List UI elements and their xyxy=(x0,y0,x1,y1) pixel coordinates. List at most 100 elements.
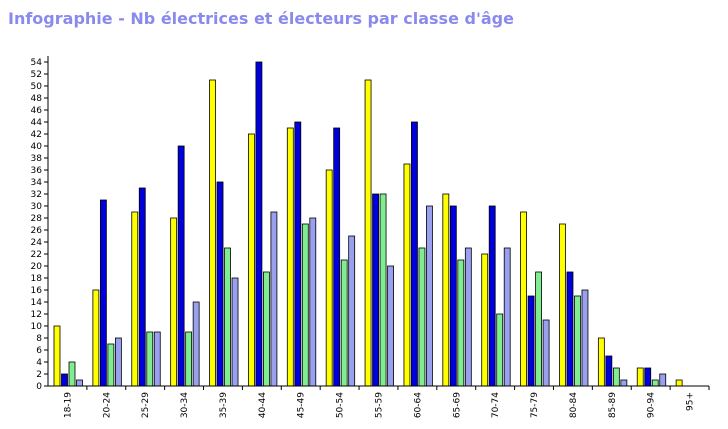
bar-70-74-series-4 xyxy=(503,247,511,387)
bar-85-89-series-2 xyxy=(605,355,613,387)
bar-60-64-series-3 xyxy=(418,247,426,387)
y-tick-label: 36 xyxy=(31,166,43,176)
bar-65-69-series-3 xyxy=(457,259,465,387)
x-tick-label: 75-79 xyxy=(530,392,540,418)
x-tick-label: 85-89 xyxy=(608,392,618,418)
bar-65-69-series-4 xyxy=(464,247,472,387)
bar-55-59-series-1 xyxy=(364,79,372,387)
y-tick-label: 18 xyxy=(31,274,43,284)
bar-80-84-series-1 xyxy=(559,223,566,387)
bar-90-94-series-2 xyxy=(644,367,652,387)
bar-50-54-series-2 xyxy=(333,127,341,387)
x-tick-label: 95+ xyxy=(686,392,696,411)
bar-85-89-series-3 xyxy=(612,367,620,387)
y-tick-label: 6 xyxy=(36,346,42,356)
y-tick-label: 48 xyxy=(31,94,43,104)
x-tick-label: 25-29 xyxy=(141,392,151,418)
bar-80-84-series-3 xyxy=(574,295,581,387)
y-axis: 0246810121416182022242628303234363840424… xyxy=(31,56,49,392)
x-tick-label: 35-39 xyxy=(219,392,229,418)
x-tick-label: 40-44 xyxy=(258,392,268,418)
bar-95+-series-1 xyxy=(675,379,683,387)
y-tick-label: 54 xyxy=(31,58,43,68)
bar-20-24-series-3 xyxy=(107,343,115,387)
x-tick-label: 80-84 xyxy=(569,392,579,418)
bar-70-74-series-3 xyxy=(496,313,504,387)
bar-90-94-series-3 xyxy=(651,379,659,387)
bar-35-39-series-1 xyxy=(209,79,216,387)
x-tick-label: 50-54 xyxy=(336,392,346,418)
bar-60-64-series-2 xyxy=(411,121,418,387)
bar-50-54-series-1 xyxy=(325,169,333,387)
x-tick-label: 90-94 xyxy=(647,392,657,418)
bar-18-19-series-4 xyxy=(76,379,83,387)
bar-40-44-series-1 xyxy=(248,133,255,387)
y-tick-label: 52 xyxy=(31,70,42,80)
bar-20-24-series-4 xyxy=(114,337,122,387)
bar-25-29-series-2 xyxy=(138,187,146,387)
bar-80-84-series-4 xyxy=(581,289,589,387)
y-tick-label: 42 xyxy=(31,130,42,140)
bars-group xyxy=(53,61,683,387)
x-tick-label: 55-59 xyxy=(375,392,385,418)
bar-35-39-series-4 xyxy=(231,277,239,387)
x-tick-label: 18-19 xyxy=(63,392,73,418)
bar-75-79-series-3 xyxy=(535,271,542,387)
x-axis: 18-19 20-24 25-29 30-34 35-39 40-44 45-49 50-54… xyxy=(48,385,710,418)
bar-50-54-series-3 xyxy=(340,259,348,387)
y-tick-label: 40 xyxy=(31,142,43,152)
y-tick-label: 14 xyxy=(31,298,43,308)
bar-40-44-series-2 xyxy=(255,61,263,387)
x-tick-label: 60-64 xyxy=(413,392,423,418)
y-tick-label: 12 xyxy=(31,310,42,320)
y-tick-label: 0 xyxy=(36,382,42,392)
x-tick-label: 65-69 xyxy=(452,392,462,418)
x-tick-label: 20-24 xyxy=(102,392,112,418)
bar-90-94-series-1 xyxy=(636,367,644,387)
bar-70-74-series-2 xyxy=(488,205,496,387)
bar-80-84-series-2 xyxy=(566,271,574,387)
bar-20-24-series-2 xyxy=(99,199,107,387)
x-tick-label: 30-34 xyxy=(180,392,190,418)
y-tick-label: 4 xyxy=(36,358,42,368)
bar-65-69-series-1 xyxy=(442,193,450,387)
y-tick-label: 24 xyxy=(31,238,43,248)
bar-18-19-series-3 xyxy=(68,361,76,387)
bar-45-49-series-3 xyxy=(301,223,309,387)
y-tick-label: 50 xyxy=(31,82,43,92)
bar-75-79-series-2 xyxy=(527,295,535,387)
y-tick-label: 26 xyxy=(31,226,43,236)
bar-30-34-series-1 xyxy=(170,217,178,387)
bar-20-24-series-1 xyxy=(92,289,100,387)
bar-25-29-series-1 xyxy=(131,211,139,387)
bar-75-79-series-1 xyxy=(520,211,527,387)
bar-85-89-series-1 xyxy=(597,337,605,387)
bar-60-64-series-1 xyxy=(403,163,411,387)
bar-90-94-series-4 xyxy=(659,373,667,387)
bar-45-49-series-2 xyxy=(294,121,302,387)
y-tick-label: 20 xyxy=(31,262,43,272)
bar-55-59-series-4 xyxy=(387,265,394,387)
y-tick-label: 28 xyxy=(31,214,43,224)
y-tick-label: 34 xyxy=(31,178,43,188)
bar-30-34-series-4 xyxy=(192,301,200,387)
bar-30-34-series-3 xyxy=(185,331,193,387)
bar-75-79-series-4 xyxy=(542,319,550,387)
bar-85-89-series-4 xyxy=(620,379,628,387)
bar-45-49-series-4 xyxy=(309,217,317,387)
y-tick-label: 46 xyxy=(31,106,43,116)
y-tick-label: 2 xyxy=(36,370,42,380)
bar-40-44-series-3 xyxy=(263,271,270,387)
bar-40-44-series-4 xyxy=(270,211,278,387)
y-tick-label: 30 xyxy=(31,202,43,212)
bar-18-19-series-1 xyxy=(53,325,61,387)
x-tick-label: 45-49 xyxy=(297,392,307,418)
y-tick-label: 44 xyxy=(31,118,43,128)
x-tick-label: 70-74 xyxy=(491,392,501,418)
bar-18-19-series-2 xyxy=(61,373,68,387)
y-tick-label: 32 xyxy=(31,190,42,200)
bar-45-49-series-1 xyxy=(286,127,294,387)
bar-25-29-series-3 xyxy=(146,331,154,387)
bar-35-39-series-2 xyxy=(216,181,224,387)
